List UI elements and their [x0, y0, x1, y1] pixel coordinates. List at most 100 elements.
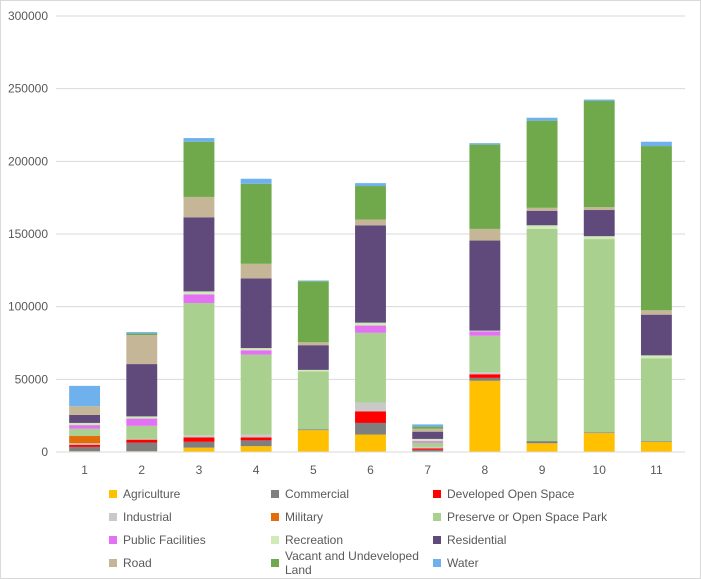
- bar-segment-developed-open-space: [355, 411, 386, 423]
- bar-segment-vacant-and-undeveloped-land: [526, 120, 558, 208]
- bar-segment-industrial: [355, 402, 386, 412]
- bar-segment-commercial: [183, 441, 215, 448]
- bar-segment-preserve-or-open-space-park: [469, 335, 501, 373]
- bar-segment-preserve-or-open-space-park: [526, 228, 558, 442]
- x-tick-label: 3: [196, 463, 203, 477]
- legend-swatch: [433, 535, 441, 544]
- bar-segment-developed-open-space: [412, 448, 444, 450]
- bar-segment-road: [583, 207, 615, 211]
- bar-segment-road: [412, 428, 444, 432]
- bar-segment-recreation: [583, 236, 615, 240]
- legend-swatch: [433, 512, 441, 521]
- bar-segment-water: [412, 424, 444, 427]
- legend-item: Water: [433, 554, 633, 571]
- bar-segment-industrial: [240, 434, 272, 438]
- bar-segment-vacant-and-undeveloped-land: [640, 146, 672, 311]
- bar-segment-commercial: [297, 429, 329, 431]
- x-tick-label: 6: [367, 463, 374, 477]
- bar-segment-recreation: [183, 291, 215, 295]
- bar-segment-industrial: [69, 443, 101, 445]
- bar-segment-agriculture: [583, 433, 615, 452]
- bar-segment-water: [69, 385, 101, 407]
- bar-segment-water: [183, 138, 215, 142]
- x-tick-label: 7: [424, 463, 431, 477]
- bar-segment-recreation: [469, 330, 501, 332]
- legend-item: Developed Open Space: [433, 485, 633, 502]
- bar-segment-road: [183, 196, 215, 218]
- legend-item: Road: [109, 554, 271, 571]
- legend-swatch: [433, 489, 441, 498]
- legend-swatch: [271, 535, 279, 544]
- x-tick-label: 10: [593, 463, 607, 477]
- bar-segment-commercial: [583, 432, 615, 434]
- legend-label: Preserve or Open Space Park: [447, 509, 608, 524]
- bar-segment-residential: [297, 345, 329, 370]
- bar-segment-vacant-and-undeveloped-land: [355, 186, 386, 220]
- legend-label: Agriculture: [123, 486, 181, 501]
- bar-segment-commercial: [526, 441, 558, 444]
- legend-label: Public Facilities: [123, 532, 206, 547]
- x-tick-label: 9: [539, 463, 546, 477]
- bar-segment-agriculture: [240, 446, 272, 452]
- x-tick-label: 5: [310, 463, 317, 477]
- y-tick-label: 200000: [8, 154, 48, 168]
- bar-segment-developed-open-space: [183, 437, 215, 442]
- bar-segment-residential: [355, 225, 386, 323]
- x-tick-label: 4: [253, 463, 260, 477]
- bar-segment-public-facilities: [412, 441, 444, 443]
- bar-segment-commercial: [469, 377, 501, 381]
- legend-label: Recreation: [285, 532, 344, 547]
- bar-segment-recreation: [126, 416, 158, 419]
- legend-item: Military: [271, 508, 433, 525]
- bar-segment-recreation: [297, 369, 329, 372]
- legend-label: Military: [285, 509, 323, 524]
- bar-segment-recreation: [240, 348, 272, 351]
- y-tick-label: 50000: [15, 372, 49, 386]
- legend-item: Vacant and Undeveloped Land: [271, 549, 433, 577]
- bar-segment-public-facilities: [355, 325, 386, 333]
- bar-segment-industrial: [469, 372, 501, 375]
- legend-swatch: [271, 558, 279, 567]
- bar-segment-preserve-or-open-space-park: [183, 303, 215, 436]
- bar-segment-water: [240, 178, 272, 184]
- y-tick-label: 0: [41, 445, 48, 459]
- bar-segment-agriculture: [297, 430, 329, 452]
- bar-segment-preserve-or-open-space-park: [126, 425, 158, 439]
- bar-segment-residential: [526, 210, 558, 226]
- bar-segment-preserve-or-open-space-park: [240, 354, 272, 435]
- bar-segment-commercial: [412, 449, 444, 452]
- bar-segment-vacant-and-undeveloped-land: [469, 144, 501, 229]
- bar-segment-agriculture: [183, 447, 215, 452]
- legend-item: Commercial: [271, 485, 433, 502]
- bar-segment-public-facilities: [469, 331, 501, 336]
- bar-segment-road: [469, 228, 501, 241]
- bar-segment-recreation: [412, 438, 444, 442]
- bar-segment-vacant-and-undeveloped-land: [583, 101, 615, 208]
- bar-segment-agriculture: [526, 443, 558, 452]
- bar-segment-developed-open-space: [469, 374, 501, 378]
- bar-segment-residential: [183, 217, 215, 292]
- bar-segment-developed-open-space: [69, 444, 101, 447]
- x-tick-label: 8: [482, 463, 489, 477]
- bar-segment-industrial: [183, 435, 215, 438]
- legend-label: Industrial: [123, 509, 172, 524]
- bar-segment-vacant-and-undeveloped-land: [412, 426, 444, 429]
- bar-segment-road: [640, 310, 672, 315]
- legend-swatch: [109, 512, 117, 521]
- legend-label: Road: [123, 555, 152, 570]
- bar-segment-road: [297, 342, 329, 346]
- x-tick-label: 2: [138, 463, 145, 477]
- y-tick-label: 300000: [8, 9, 48, 23]
- legend-label: Developed Open Space: [447, 486, 575, 501]
- bar-segment-preserve-or-open-space-park: [412, 442, 444, 447]
- bar-segment-military: [69, 436, 101, 444]
- bar-segment-public-facilities: [69, 425, 101, 429]
- bar-segment-developed-open-space: [126, 439, 158, 443]
- bar-segment-residential: [412, 431, 444, 439]
- bar-segment-industrial: [126, 438, 158, 440]
- legend-swatch: [271, 512, 279, 521]
- legend-item: Public Facilities: [109, 531, 271, 548]
- legend-item: Preserve or Open Space Park: [433, 508, 633, 525]
- legend-swatch: [109, 535, 117, 544]
